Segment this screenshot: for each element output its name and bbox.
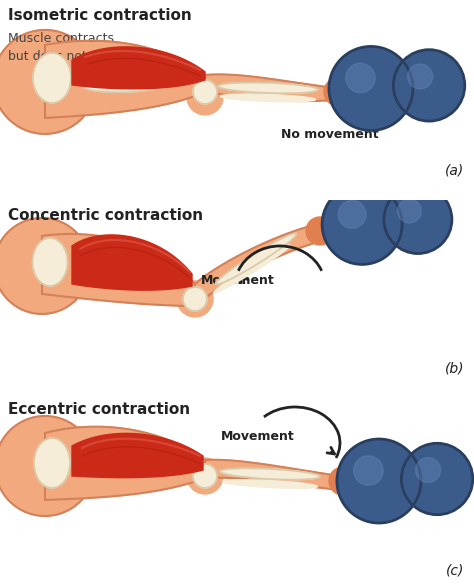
Polygon shape (42, 234, 195, 306)
Polygon shape (72, 433, 203, 477)
Ellipse shape (78, 455, 178, 477)
Polygon shape (205, 460, 340, 490)
Text: Eccentric contraction: Eccentric contraction (8, 402, 190, 417)
Circle shape (0, 218, 90, 314)
Circle shape (187, 458, 223, 494)
Circle shape (193, 80, 217, 104)
Circle shape (346, 64, 375, 93)
Text: Isometric contraction: Isometric contraction (8, 8, 192, 23)
Circle shape (354, 456, 383, 485)
Text: (a): (a) (446, 164, 465, 178)
Polygon shape (72, 235, 192, 290)
Circle shape (398, 199, 421, 223)
Ellipse shape (33, 53, 71, 103)
Circle shape (329, 46, 413, 131)
Ellipse shape (220, 94, 316, 102)
Circle shape (384, 186, 452, 253)
Circle shape (322, 185, 402, 265)
Polygon shape (72, 47, 205, 89)
Text: No movement: No movement (281, 128, 379, 141)
Circle shape (0, 30, 97, 134)
Ellipse shape (216, 233, 296, 285)
Text: Movement: Movement (201, 274, 275, 287)
Circle shape (0, 416, 95, 516)
Text: (b): (b) (445, 362, 465, 376)
Ellipse shape (75, 255, 165, 289)
Ellipse shape (223, 480, 318, 488)
Circle shape (393, 50, 465, 121)
Circle shape (329, 467, 357, 495)
Ellipse shape (80, 72, 180, 92)
Circle shape (177, 281, 213, 317)
Polygon shape (205, 74, 335, 101)
Circle shape (306, 217, 334, 245)
Circle shape (416, 457, 441, 483)
Text: Movement: Movement (221, 430, 295, 443)
Circle shape (324, 78, 352, 106)
Circle shape (193, 464, 217, 488)
Ellipse shape (218, 83, 318, 93)
Ellipse shape (214, 245, 290, 293)
Polygon shape (45, 427, 205, 500)
Polygon shape (45, 41, 205, 118)
Text: Muscle contracts
but does not shorten: Muscle contracts but does not shorten (8, 32, 138, 63)
Circle shape (183, 287, 207, 311)
Ellipse shape (220, 469, 320, 480)
Ellipse shape (33, 238, 67, 286)
Polygon shape (195, 224, 318, 306)
Circle shape (401, 443, 473, 514)
Circle shape (408, 64, 433, 89)
Ellipse shape (34, 438, 70, 488)
Text: (c): (c) (446, 564, 464, 578)
Text: Concentric contraction: Concentric contraction (8, 208, 203, 223)
Circle shape (337, 439, 421, 523)
Circle shape (187, 79, 223, 115)
Circle shape (338, 201, 366, 228)
